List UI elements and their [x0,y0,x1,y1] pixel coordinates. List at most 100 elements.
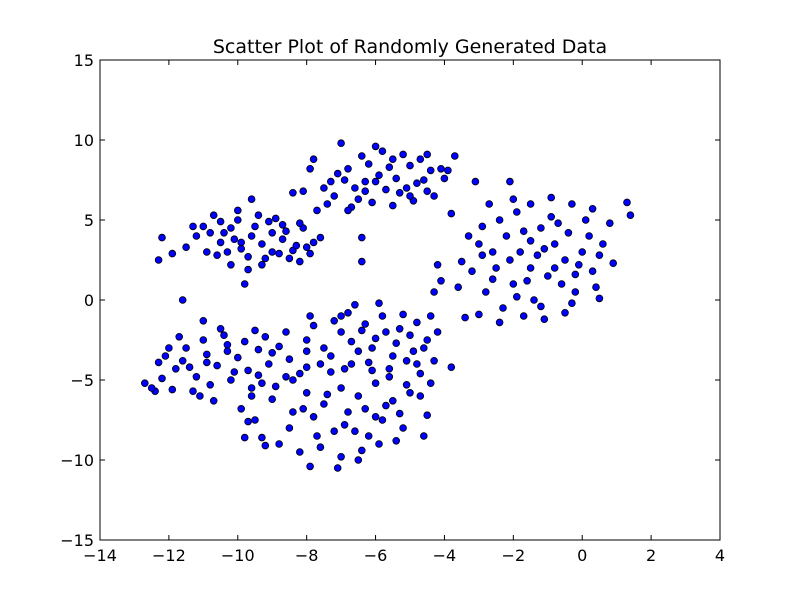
y-tick-label: 5 [84,211,94,230]
data-point [530,296,538,304]
data-point [357,152,366,160]
data-point [364,432,373,440]
data-point [192,372,201,381]
data-point [268,395,277,404]
data-point [326,177,335,186]
data-point [165,344,173,352]
data-point [333,464,342,472]
data-point [402,184,411,192]
data-point [320,400,328,408]
data-point [154,256,163,264]
data-point [347,337,356,346]
data-point [485,200,494,208]
data-point [209,396,218,405]
data-point [378,147,387,156]
data-point [168,249,177,258]
data-point [385,372,394,381]
data-point [203,358,211,367]
data-point [595,294,604,303]
data-point [282,372,290,381]
data-point [309,412,318,421]
y-tick-label: −15 [60,531,94,550]
data-point [223,347,232,356]
data-point [234,353,242,362]
x-tick-label: −2 [502,546,526,565]
data-point [447,363,456,372]
x-tick-label: −12 [152,546,186,565]
data-point [141,379,149,388]
data-point [247,392,256,400]
data-point [337,139,345,148]
data-point [581,216,590,224]
data-point [574,260,583,269]
data-point [302,388,311,397]
x-tick-label: −14 [83,546,117,565]
data-point [216,324,225,333]
data-point [326,368,335,376]
data-point [206,229,215,237]
data-point [371,142,380,151]
data-point [261,254,270,263]
data-point [251,416,259,424]
data-point [240,337,249,346]
data-point [223,248,232,256]
data-point [540,315,549,324]
data-point [375,171,383,180]
data-point [295,257,304,266]
data-point [440,174,449,183]
data-point [382,401,390,410]
data-point [189,222,197,231]
data-point [509,280,518,288]
data-point [516,248,524,256]
data-point [185,363,194,372]
data-point [178,356,187,365]
data-point [320,344,328,352]
data-point [258,379,266,388]
data-point [271,382,280,391]
data-point [354,456,363,464]
data-point [306,462,314,471]
data-point [299,404,308,413]
data-point [158,233,166,242]
data-point [333,169,342,178]
data-point [395,189,404,197]
data-point [561,308,569,317]
x-tick-label: 4 [715,546,725,565]
data-point [506,177,514,186]
data-point [547,193,555,202]
data-point [419,432,428,440]
data-point [506,256,514,264]
data-point [626,211,635,220]
data-point [309,321,318,330]
data-point [330,316,339,325]
data-point [526,264,535,272]
data-point [550,240,559,248]
data-point [261,441,270,450]
data-point [337,328,345,336]
data-point [309,238,318,247]
data-point [402,380,411,389]
data-point [537,224,545,232]
data-point [220,229,228,237]
x-tick-label: −8 [295,546,319,565]
data-point [382,328,390,336]
data-point [495,318,504,327]
data-point [295,448,304,456]
data-point [147,384,156,392]
data-point [416,369,425,378]
data-point [268,229,277,237]
data-point [282,328,290,336]
x-axis-ticks: −14 −12 −10 −8 −6 −4 −2 0 2 4 [83,60,725,565]
data-point [519,227,528,236]
data-point [392,339,401,348]
data-point [368,344,376,352]
data-point [361,404,370,413]
data-point [220,331,228,340]
data-point [213,251,221,260]
data-point [406,388,414,397]
data-point [354,347,363,356]
data-point [247,232,256,240]
data-point [471,177,480,186]
data-point [371,177,380,186]
